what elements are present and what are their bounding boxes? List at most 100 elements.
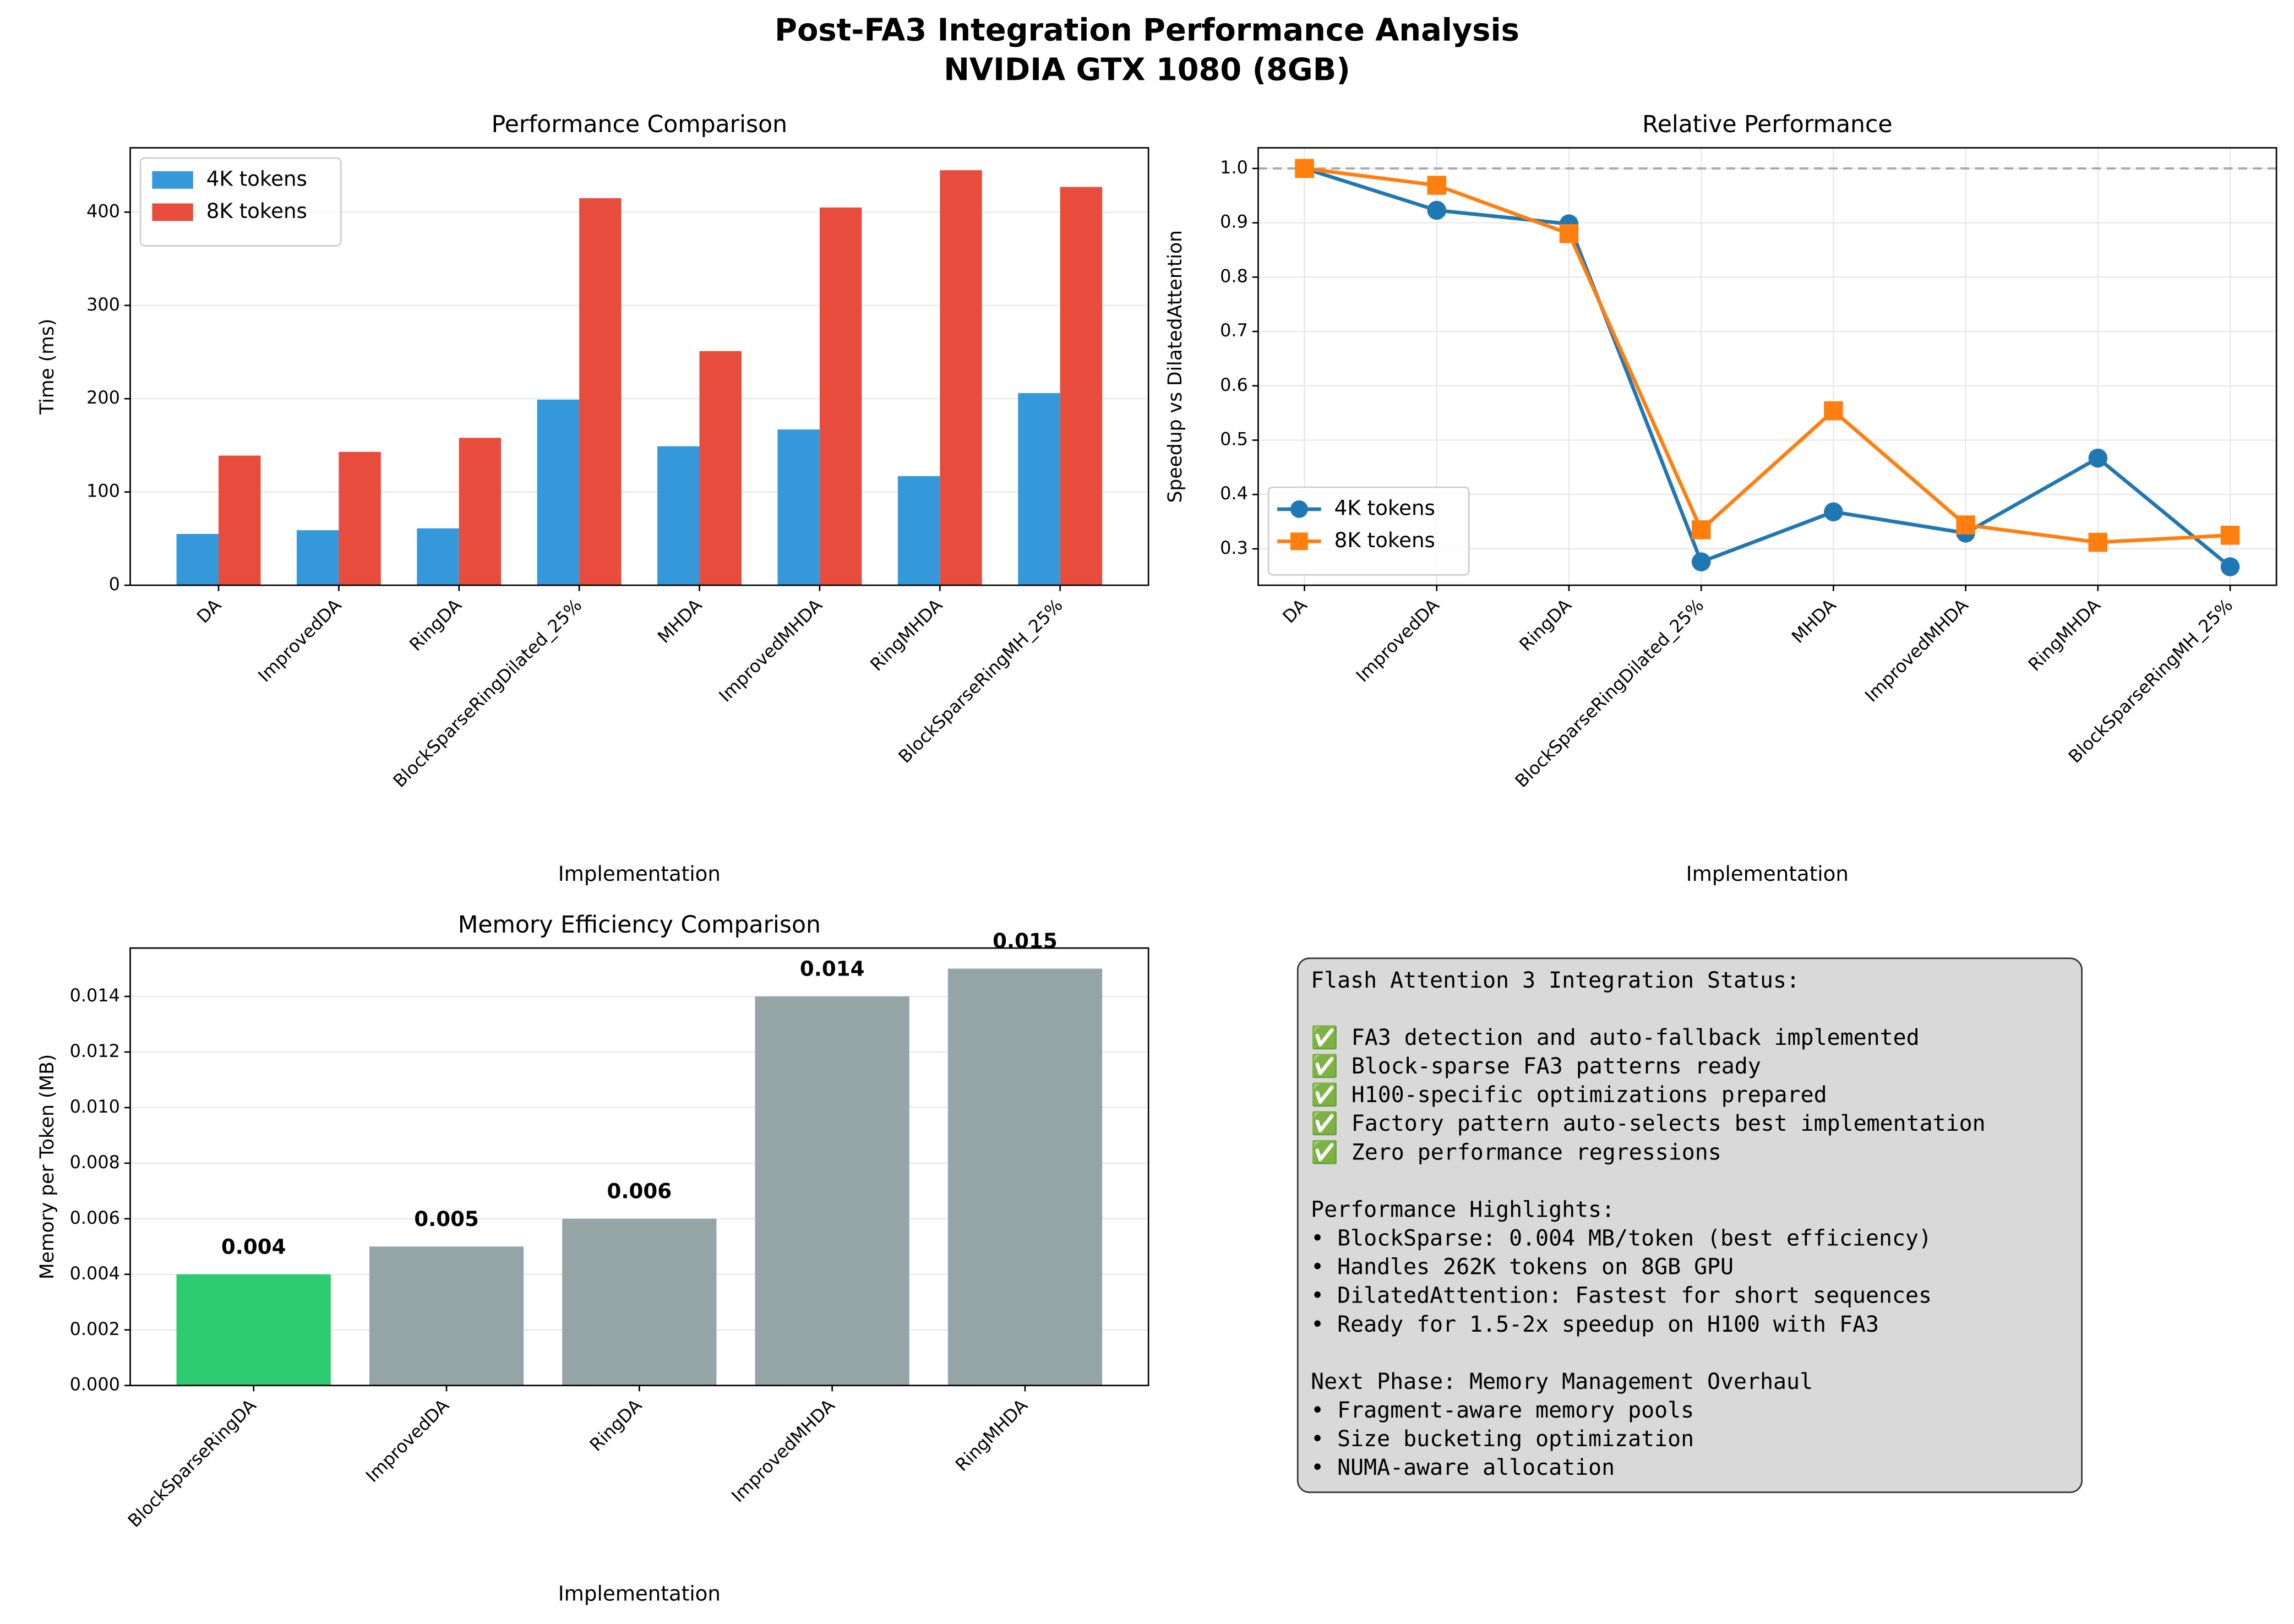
bar — [1018, 393, 1060, 586]
figure-title: Post-FA3 Integration Performance Analysi… — [775, 13, 1519, 48]
panel-line: ✅ Factory pattern auto-selects best impl… — [1311, 1110, 1986, 1136]
x-tick-label: ImprovedDA — [1352, 595, 1443, 686]
x-axis-label: Implementation — [558, 862, 721, 886]
x-tick-label: BlockSparseRingDilated_25% — [389, 595, 586, 792]
bar — [699, 351, 742, 586]
x-tick-label: ImprovedMHDA — [727, 1395, 839, 1507]
y-axis-label: Time (ms) — [36, 319, 58, 415]
y-axis-label: Memory per Token (MB) — [36, 1054, 58, 1279]
marker — [1691, 552, 1711, 571]
x-tick-label: RingDA — [1515, 595, 1576, 655]
bar — [579, 198, 622, 586]
x-tick-label: ImprovedMHDA — [1861, 595, 1972, 706]
y-tick-label: 0.7 — [1220, 320, 1248, 341]
legend-label: 8K tokens — [206, 199, 307, 223]
chart-title: Memory Efficiency Comparison — [458, 912, 821, 939]
x-axis-label: Implementation — [558, 1581, 721, 1605]
y-tick-label: 0.4 — [1220, 483, 1248, 504]
value-label: 0.004 — [221, 1234, 286, 1258]
legend-label: 4K tokens — [1334, 495, 1435, 520]
marker — [1691, 520, 1711, 539]
legend-swatch — [152, 171, 193, 189]
y-tick-label: 0.9 — [1220, 211, 1248, 232]
y-tick-label: 100 — [86, 481, 120, 502]
bar — [755, 996, 909, 1386]
marker — [1427, 200, 1447, 220]
bar — [947, 968, 1103, 1386]
panel-line: • DilatedAttention: Fastest for short se… — [1311, 1283, 1932, 1309]
figure-subtitle: NVIDIA GTX 1080 (8GB) — [944, 52, 1350, 88]
y-tick-label: 1.0 — [1220, 157, 1248, 178]
bar — [657, 446, 700, 586]
bar — [417, 528, 459, 586]
panel-line: Flash Attention 3 Integration Status: — [1311, 968, 1800, 993]
legend-swatch — [152, 203, 193, 221]
x-tick-label: ImprovedDA — [254, 595, 345, 686]
y-tick-label: 0.004 — [70, 1263, 120, 1284]
x-tick-label: ImprovedDA — [362, 1395, 453, 1486]
y-tick-label: 200 — [86, 387, 120, 408]
bar — [219, 455, 261, 586]
legend-marker — [1290, 500, 1308, 518]
marker — [1824, 502, 1843, 522]
x-tick-label: BlockSparseRingDA — [124, 1395, 260, 1532]
x-tick-label: DA — [1278, 595, 1311, 627]
x-tick-label: RingDA — [586, 1395, 646, 1456]
y-tick-label: 0.010 — [70, 1096, 120, 1117]
panel-line: • Size bucketing optimization — [1311, 1426, 1694, 1452]
y-tick-label: 0.000 — [70, 1374, 120, 1395]
text-panel-box — [1296, 957, 2083, 1494]
axes-frame — [129, 147, 1149, 586]
marker — [2220, 557, 2240, 576]
y-tick-label: 400 — [86, 200, 120, 221]
marker — [1824, 401, 1843, 421]
x-tick-label: RingMHDA — [2024, 595, 2105, 675]
bar — [176, 1274, 331, 1386]
bar — [819, 207, 862, 586]
y-tick-label: 0.014 — [70, 985, 120, 1006]
bar — [296, 530, 339, 586]
panel-line: ✅ Zero performance regressions — [1311, 1139, 1721, 1165]
chart-title: Performance Comparison — [492, 111, 788, 138]
bar — [897, 476, 940, 586]
marker — [1295, 159, 1314, 178]
marker — [2220, 525, 2240, 545]
panel-line: • Ready for 1.5-2x speedup on H100 with … — [1311, 1312, 1879, 1337]
marker — [2088, 532, 2108, 552]
y-tick-label: 0.5 — [1220, 429, 1248, 450]
bar — [1060, 187, 1103, 586]
y-tick-label: 0 — [109, 574, 120, 595]
x-tick-label: MHDA — [653, 595, 706, 647]
bar — [562, 1218, 717, 1386]
legend-label: 8K tokens — [1334, 528, 1435, 552]
panel-line: • BlockSparse: 0.004 MB/token (best effi… — [1311, 1226, 1932, 1251]
x-tick-label: DA — [193, 595, 225, 627]
line — [1304, 166, 2231, 544]
axes-frame — [129, 947, 1149, 1387]
panel-line: Performance Highlights: — [1311, 1197, 1615, 1222]
value-label: 0.005 — [414, 1207, 479, 1231]
bar — [459, 438, 502, 586]
y-axis-label: Speedup vs DilatedAttention — [1164, 230, 1186, 503]
y-tick-label: 0.012 — [70, 1040, 120, 1061]
marker — [1956, 515, 1975, 535]
panel-line: • Handles 262K tokens on 8GB GPU — [1311, 1255, 1734, 1280]
value-label: 0.006 — [607, 1179, 672, 1203]
y-tick-label: 0.002 — [70, 1318, 120, 1339]
legend-marker — [1290, 532, 1308, 551]
y-tick-label: 300 — [86, 294, 120, 315]
axes-frame — [1257, 147, 2277, 586]
y-tick-label: 0.3 — [1220, 537, 1248, 558]
y-tick-label: 0.8 — [1220, 265, 1248, 286]
marker — [2088, 448, 2108, 468]
x-tick-label: ImprovedMHDA — [715, 595, 826, 706]
x-tick-label: RingMHDA — [866, 595, 946, 675]
x-tick-label: RingDA — [405, 595, 466, 655]
x-tick-label: RingMHDA — [951, 1395, 1032, 1475]
x-tick-label: MHDA — [1788, 595, 1840, 647]
value-label: 0.014 — [800, 957, 865, 981]
line — [1304, 166, 2232, 569]
bar — [537, 399, 580, 586]
